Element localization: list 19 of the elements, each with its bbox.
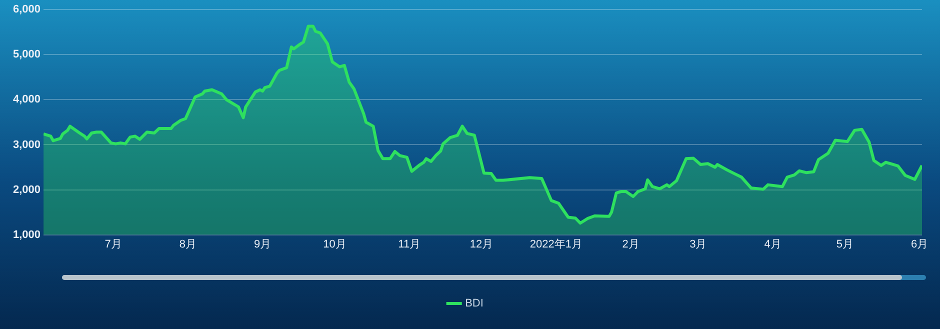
x-tick-label: 6月 [911, 238, 928, 250]
x-tick-label: 11月 [398, 238, 421, 250]
x-tick-label: 12月 [470, 238, 494, 250]
x-tick-label: 3月 [690, 238, 707, 250]
y-tick-label: 5,000 [12, 48, 41, 61]
y-tick-label: 1,000 [12, 228, 41, 241]
x-tick-label: 10月 [323, 238, 346, 250]
x-tick-label: 2022年1月 [530, 238, 582, 250]
x-tick-label: 8月 [179, 238, 196, 250]
y-tick-label: 6,000 [12, 4, 41, 16]
y-tick-label: 4,000 [12, 94, 41, 106]
legend-label: BDI [465, 298, 484, 310]
x-tick-label: 5月 [836, 238, 854, 250]
x-tick-label: 9月 [254, 238, 272, 250]
x-tick-label: 2月 [622, 238, 640, 250]
y-tick-label: 3,000 [12, 138, 41, 151]
x-tick-label: 7月 [104, 238, 122, 250]
y-tick-label: 2,000 [12, 184, 41, 196]
x-tick-label: 4月 [764, 238, 782, 250]
